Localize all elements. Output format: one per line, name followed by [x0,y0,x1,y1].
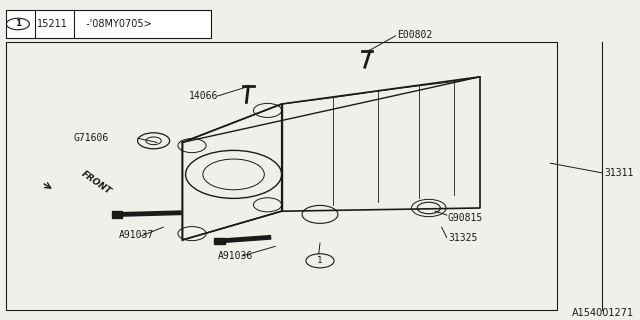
Text: G90815: G90815 [448,212,483,223]
Text: FRONT: FRONT [80,169,113,196]
Text: A154001271: A154001271 [572,308,634,318]
Bar [6,42,557,310]
Text: G71606: G71606 [74,132,109,143]
Text: A91036: A91036 [218,251,253,261]
Bar [6,10,211,38]
Text: -'08MY0705>: -'08MY0705> [80,19,152,29]
Text: 14066: 14066 [189,91,218,101]
Text: 1: 1 [317,256,323,265]
Circle shape [6,18,29,30]
Text: E00802: E00802 [397,30,432,40]
Text: A91037: A91037 [118,230,154,240]
Text: 31311: 31311 [605,168,634,178]
Text: 1: 1 [15,20,21,28]
Polygon shape [112,211,122,218]
Text: 15211: 15211 [37,19,68,29]
Polygon shape [214,238,225,244]
Text: 31325: 31325 [448,233,477,244]
